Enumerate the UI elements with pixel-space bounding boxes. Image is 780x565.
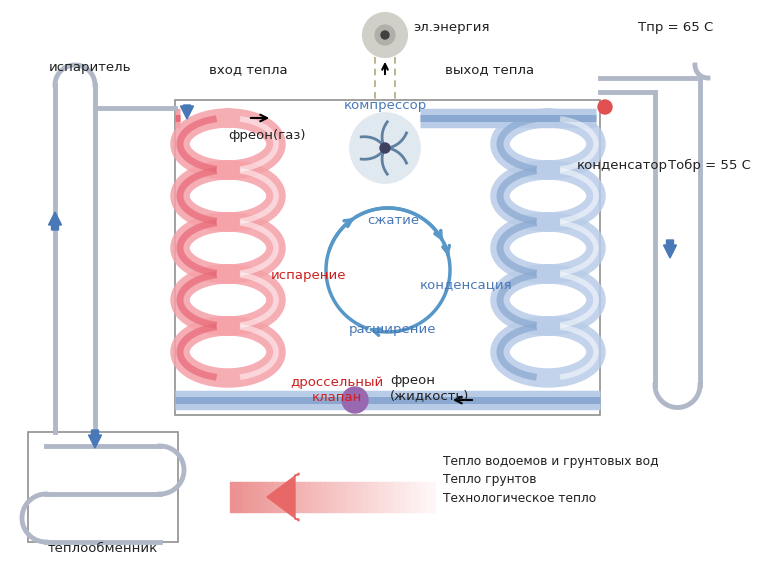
Text: конденсация: конденсация xyxy=(420,279,512,292)
FancyArrow shape xyxy=(180,105,193,119)
Bar xyxy=(28,432,178,542)
Text: конденсатор: конденсатор xyxy=(576,159,668,172)
Text: компрессор: компрессор xyxy=(343,98,427,111)
FancyArrow shape xyxy=(88,430,101,448)
Circle shape xyxy=(381,31,389,39)
Text: эл.энергия: эл.энергия xyxy=(413,21,490,34)
Bar xyxy=(175,100,600,415)
FancyArrow shape xyxy=(267,473,299,521)
Text: испарение: испарение xyxy=(270,268,346,281)
Text: сжатие: сжатие xyxy=(367,214,419,227)
Circle shape xyxy=(598,100,612,114)
Circle shape xyxy=(363,13,407,57)
Text: вход тепла: вход тепла xyxy=(209,63,287,76)
Text: выход тепла: выход тепла xyxy=(445,63,534,76)
Circle shape xyxy=(380,143,390,153)
Text: Тепло водоемов и грунтовых вод
Тепло грунтов
Технологическое тепло: Тепло водоемов и грунтовых вод Тепло гру… xyxy=(443,455,658,505)
FancyArrow shape xyxy=(48,212,62,230)
Text: испаритель: испаритель xyxy=(48,62,131,75)
Circle shape xyxy=(350,113,420,183)
FancyArrow shape xyxy=(664,240,676,258)
Text: Тпр = 65 С: Тпр = 65 С xyxy=(638,21,713,34)
Text: фреон
(жидкость): фреон (жидкость) xyxy=(390,374,470,402)
Text: теплообменник: теплообменник xyxy=(48,541,158,554)
Text: Тобр = 55 С: Тобр = 55 С xyxy=(668,158,751,172)
Circle shape xyxy=(375,25,395,45)
Text: расширение: расширение xyxy=(349,324,437,337)
Text: дроссельный
клапан: дроссельный клапан xyxy=(290,376,384,404)
Circle shape xyxy=(342,387,368,413)
Text: фреон(газ): фреон(газ) xyxy=(228,128,306,141)
